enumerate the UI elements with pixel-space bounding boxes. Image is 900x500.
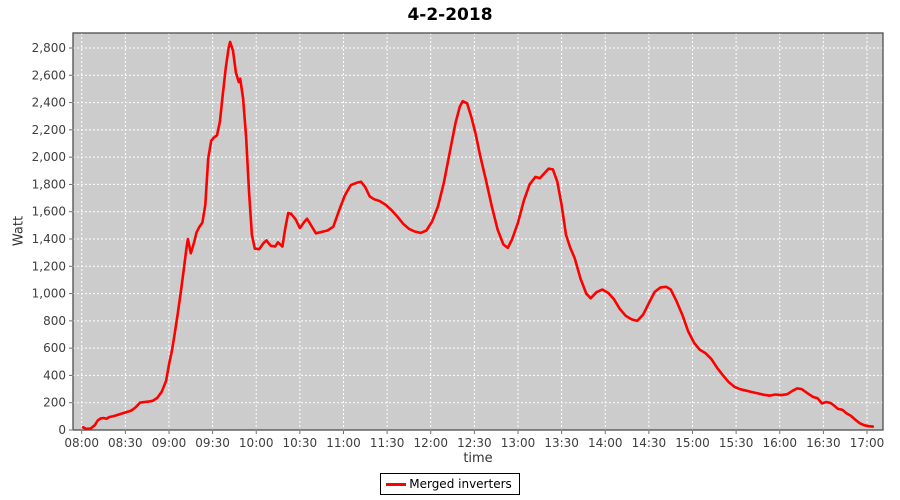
y-tick-label: 1,600 (32, 205, 66, 219)
y-tick-label: 800 (43, 314, 66, 328)
x-tick-label: 08:30 (108, 436, 143, 450)
x-tick-label: 12:00 (413, 436, 448, 450)
x-tick-label: 16:30 (806, 436, 841, 450)
legend: Merged inverters (0, 473, 900, 495)
chart-title: 4-2-2018 (407, 5, 493, 25)
x-tick-label: 11:00 (326, 436, 361, 450)
y-tick-label: 1,000 (32, 287, 66, 301)
y-tick-label: 600 (43, 341, 66, 355)
y-tick-label: 200 (43, 396, 66, 410)
x-axis-label: time (463, 451, 493, 466)
x-tick-label: 15:30 (719, 436, 754, 450)
x-tick-label: 12:30 (457, 436, 492, 450)
plot-border (72, 32, 884, 431)
legend-box: Merged inverters (380, 473, 520, 495)
y-tick-label: 2,000 (32, 150, 66, 164)
legend-line-swatch (386, 482, 407, 486)
x-tick-label: 10:30 (283, 436, 318, 450)
y-tick-label: 2,200 (32, 123, 66, 137)
x-tick-label: 08:00 (64, 436, 99, 450)
x-tick-label: 14:30 (632, 436, 667, 450)
y-tick-label: 2,400 (32, 96, 66, 110)
plot-background (73, 33, 883, 430)
y-tick-label: 1,200 (32, 259, 66, 273)
y-tick-label: 400 (43, 368, 66, 382)
series-line-merged-inverters (81, 40, 875, 431)
x-tick-label: 13:30 (544, 436, 579, 450)
x-tick-label: 09:00 (152, 436, 187, 450)
x-tick-label: 09:30 (195, 436, 230, 450)
y-tick-label: 0 (58, 423, 66, 437)
y-tick-label: 1,800 (32, 177, 66, 191)
x-tick-label: 10:00 (239, 436, 274, 450)
x-tick-label: 17:00 (850, 436, 885, 450)
y-axis-label: Watt (11, 215, 27, 247)
x-tick-label: 13:00 (501, 436, 536, 450)
x-tick-label: 16:00 (762, 436, 797, 450)
legend-label: Merged inverters (409, 477, 512, 491)
y-tick-label: 2,600 (32, 68, 66, 82)
y-tick-label: 1,400 (32, 232, 66, 246)
x-tick-label: 11:30 (370, 436, 405, 450)
x-tick-label: 15:00 (675, 436, 710, 450)
x-tick-label: 14:00 (588, 436, 623, 450)
y-tick-label: 2,800 (32, 41, 66, 55)
plot-canvas: 0 200 400 600 800 1,000 1,200 1,400 1,600 1,800 2,… (32, 32, 885, 450)
